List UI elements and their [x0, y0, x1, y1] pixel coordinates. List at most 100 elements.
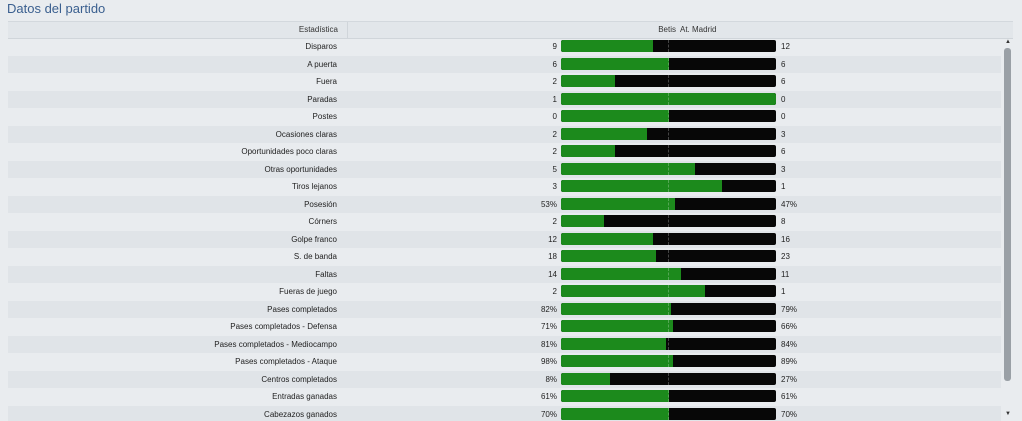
stat-label: S. de banda — [293, 252, 337, 261]
stat-row: Córners 2 8 — [8, 213, 1001, 231]
stat-row: Fuera 2 6 — [8, 73, 1001, 91]
comparison-bar — [561, 267, 776, 280]
bar-midline — [668, 250, 670, 262]
bar-midline — [668, 180, 670, 192]
stat-label: Pases completados - Ataque — [235, 357, 337, 366]
scrollbar-thumb[interactable] — [1004, 48, 1011, 381]
header-stat-label[interactable]: Estadística — [298, 25, 338, 34]
bar-midline — [668, 320, 670, 332]
home-value: 82% — [540, 304, 557, 314]
home-share-fill — [561, 320, 673, 332]
bar-midline — [668, 40, 670, 52]
stat-label: A puerta — [307, 59, 337, 69]
comparison-bar — [561, 110, 776, 122]
away-value: 6 — [781, 59, 786, 69]
stats-list: Disparos 9 12 A puerta 6 6 Fuera 2 6 Paradas 1 0 Pos… — [8, 38, 1001, 421]
stat-label: Ocasiones claras — [275, 129, 337, 139]
away-value: 3 — [781, 129, 786, 139]
vertical-scrollbar[interactable]: ▲ ▼ — [1003, 38, 1013, 421]
bar-midline — [668, 197, 670, 210]
stat-row: Pases completados - Defensa 71% 66% — [8, 318, 1001, 336]
stat-row: Pases completados - Mediocampo 81% 84% — [8, 335, 1001, 353]
stat-label: Disparos — [305, 42, 337, 51]
comparison-bar — [561, 197, 776, 210]
comparison-bar — [561, 40, 776, 52]
home-value: 71% — [540, 322, 557, 331]
away-value: 16 — [781, 234, 790, 244]
page-title: Datos del partido — [7, 1, 106, 16]
stat-label: Golpe franco — [291, 234, 337, 244]
bar-midline — [668, 127, 670, 140]
home-share-fill — [561, 372, 611, 385]
away-value: 70% — [781, 409, 798, 419]
triangle-down-icon[interactable]: ▼ — [1005, 411, 1011, 417]
stat-label: Tiros lejanos — [291, 182, 337, 191]
away-value: 11 — [781, 269, 790, 279]
home-value: 8% — [545, 374, 557, 384]
stat-label: Postes — [312, 112, 337, 121]
home-value: 2 — [552, 287, 557, 296]
stat-label: Posesión — [304, 199, 337, 209]
bar-midline — [668, 110, 670, 122]
home-value: 1 — [552, 94, 557, 104]
home-share-fill — [561, 92, 776, 105]
home-share-fill — [561, 267, 682, 280]
bar-midline — [668, 215, 670, 227]
stat-label: Fueras de juego — [279, 287, 337, 296]
home-share-fill — [561, 75, 615, 87]
stat-label: Cabezazos ganados — [264, 409, 337, 419]
stat-row: Otras oportunidades 5 3 — [8, 160, 1001, 178]
stat-row: Golpe franco 12 16 — [8, 230, 1001, 248]
stat-row: Pases completados - Ataque 98% 89% — [8, 353, 1001, 371]
triangle-up-icon[interactable]: ▲ — [1005, 39, 1011, 45]
stat-label: Oportunidades poco claras — [241, 147, 337, 156]
home-value: 2 — [552, 147, 557, 156]
bar-midline — [668, 390, 670, 402]
comparison-bar — [561, 285, 776, 297]
stat-label: Pases completados — [267, 304, 337, 314]
comparison-bar — [561, 180, 776, 192]
stat-row: Pases completados 82% 79% — [8, 300, 1001, 318]
stat-row: A puerta 6 6 — [8, 55, 1001, 73]
home-share-fill — [561, 162, 696, 175]
stat-row: Tiros lejanos 3 1 — [8, 178, 1001, 196]
comparison-bar — [561, 127, 776, 140]
away-value: 84% — [781, 339, 798, 349]
bar-midline — [668, 162, 670, 175]
home-share-fill — [561, 250, 656, 262]
stat-row: Postes 0 0 — [8, 108, 1001, 126]
comparison-bar — [561, 162, 776, 175]
stat-row: Posesión 53% 47% — [8, 195, 1001, 213]
away-value: 6 — [781, 77, 786, 86]
away-value: 3 — [781, 164, 786, 174]
bar-midline — [668, 337, 670, 350]
stat-row: S. de banda 18 23 — [8, 248, 1001, 266]
stat-label: Faltas — [315, 269, 337, 279]
stat-row: Oportunidades poco claras 2 6 — [8, 143, 1001, 161]
home-value: 5 — [552, 164, 557, 174]
bar-midline — [668, 302, 670, 315]
comparison-bar — [561, 390, 776, 402]
away-value: 89% — [781, 357, 798, 366]
home-share-fill — [561, 180, 723, 192]
stat-label: Entradas ganadas — [272, 392, 337, 401]
home-share-fill — [561, 390, 669, 402]
stat-row: Centros completados 8% 27% — [8, 370, 1001, 388]
stat-label: Paradas — [307, 94, 337, 104]
comparison-bar — [561, 372, 776, 385]
home-value: 70% — [540, 409, 557, 419]
comparison-bar — [561, 145, 776, 157]
home-share-fill — [561, 232, 654, 245]
home-value: 3 — [552, 182, 557, 191]
home-value: 9 — [552, 42, 557, 51]
header-home-team: Betis — [658, 25, 676, 34]
home-value: 6 — [552, 59, 557, 69]
home-value: 2 — [552, 77, 557, 86]
home-share-fill — [561, 337, 667, 350]
stat-row: Fueras de juego 2 1 — [8, 283, 1001, 301]
home-share-fill — [561, 40, 654, 52]
away-value: 0 — [781, 94, 786, 104]
comparison-bar — [561, 337, 776, 350]
away-value: 23 — [781, 252, 790, 261]
bar-midline — [668, 267, 670, 280]
